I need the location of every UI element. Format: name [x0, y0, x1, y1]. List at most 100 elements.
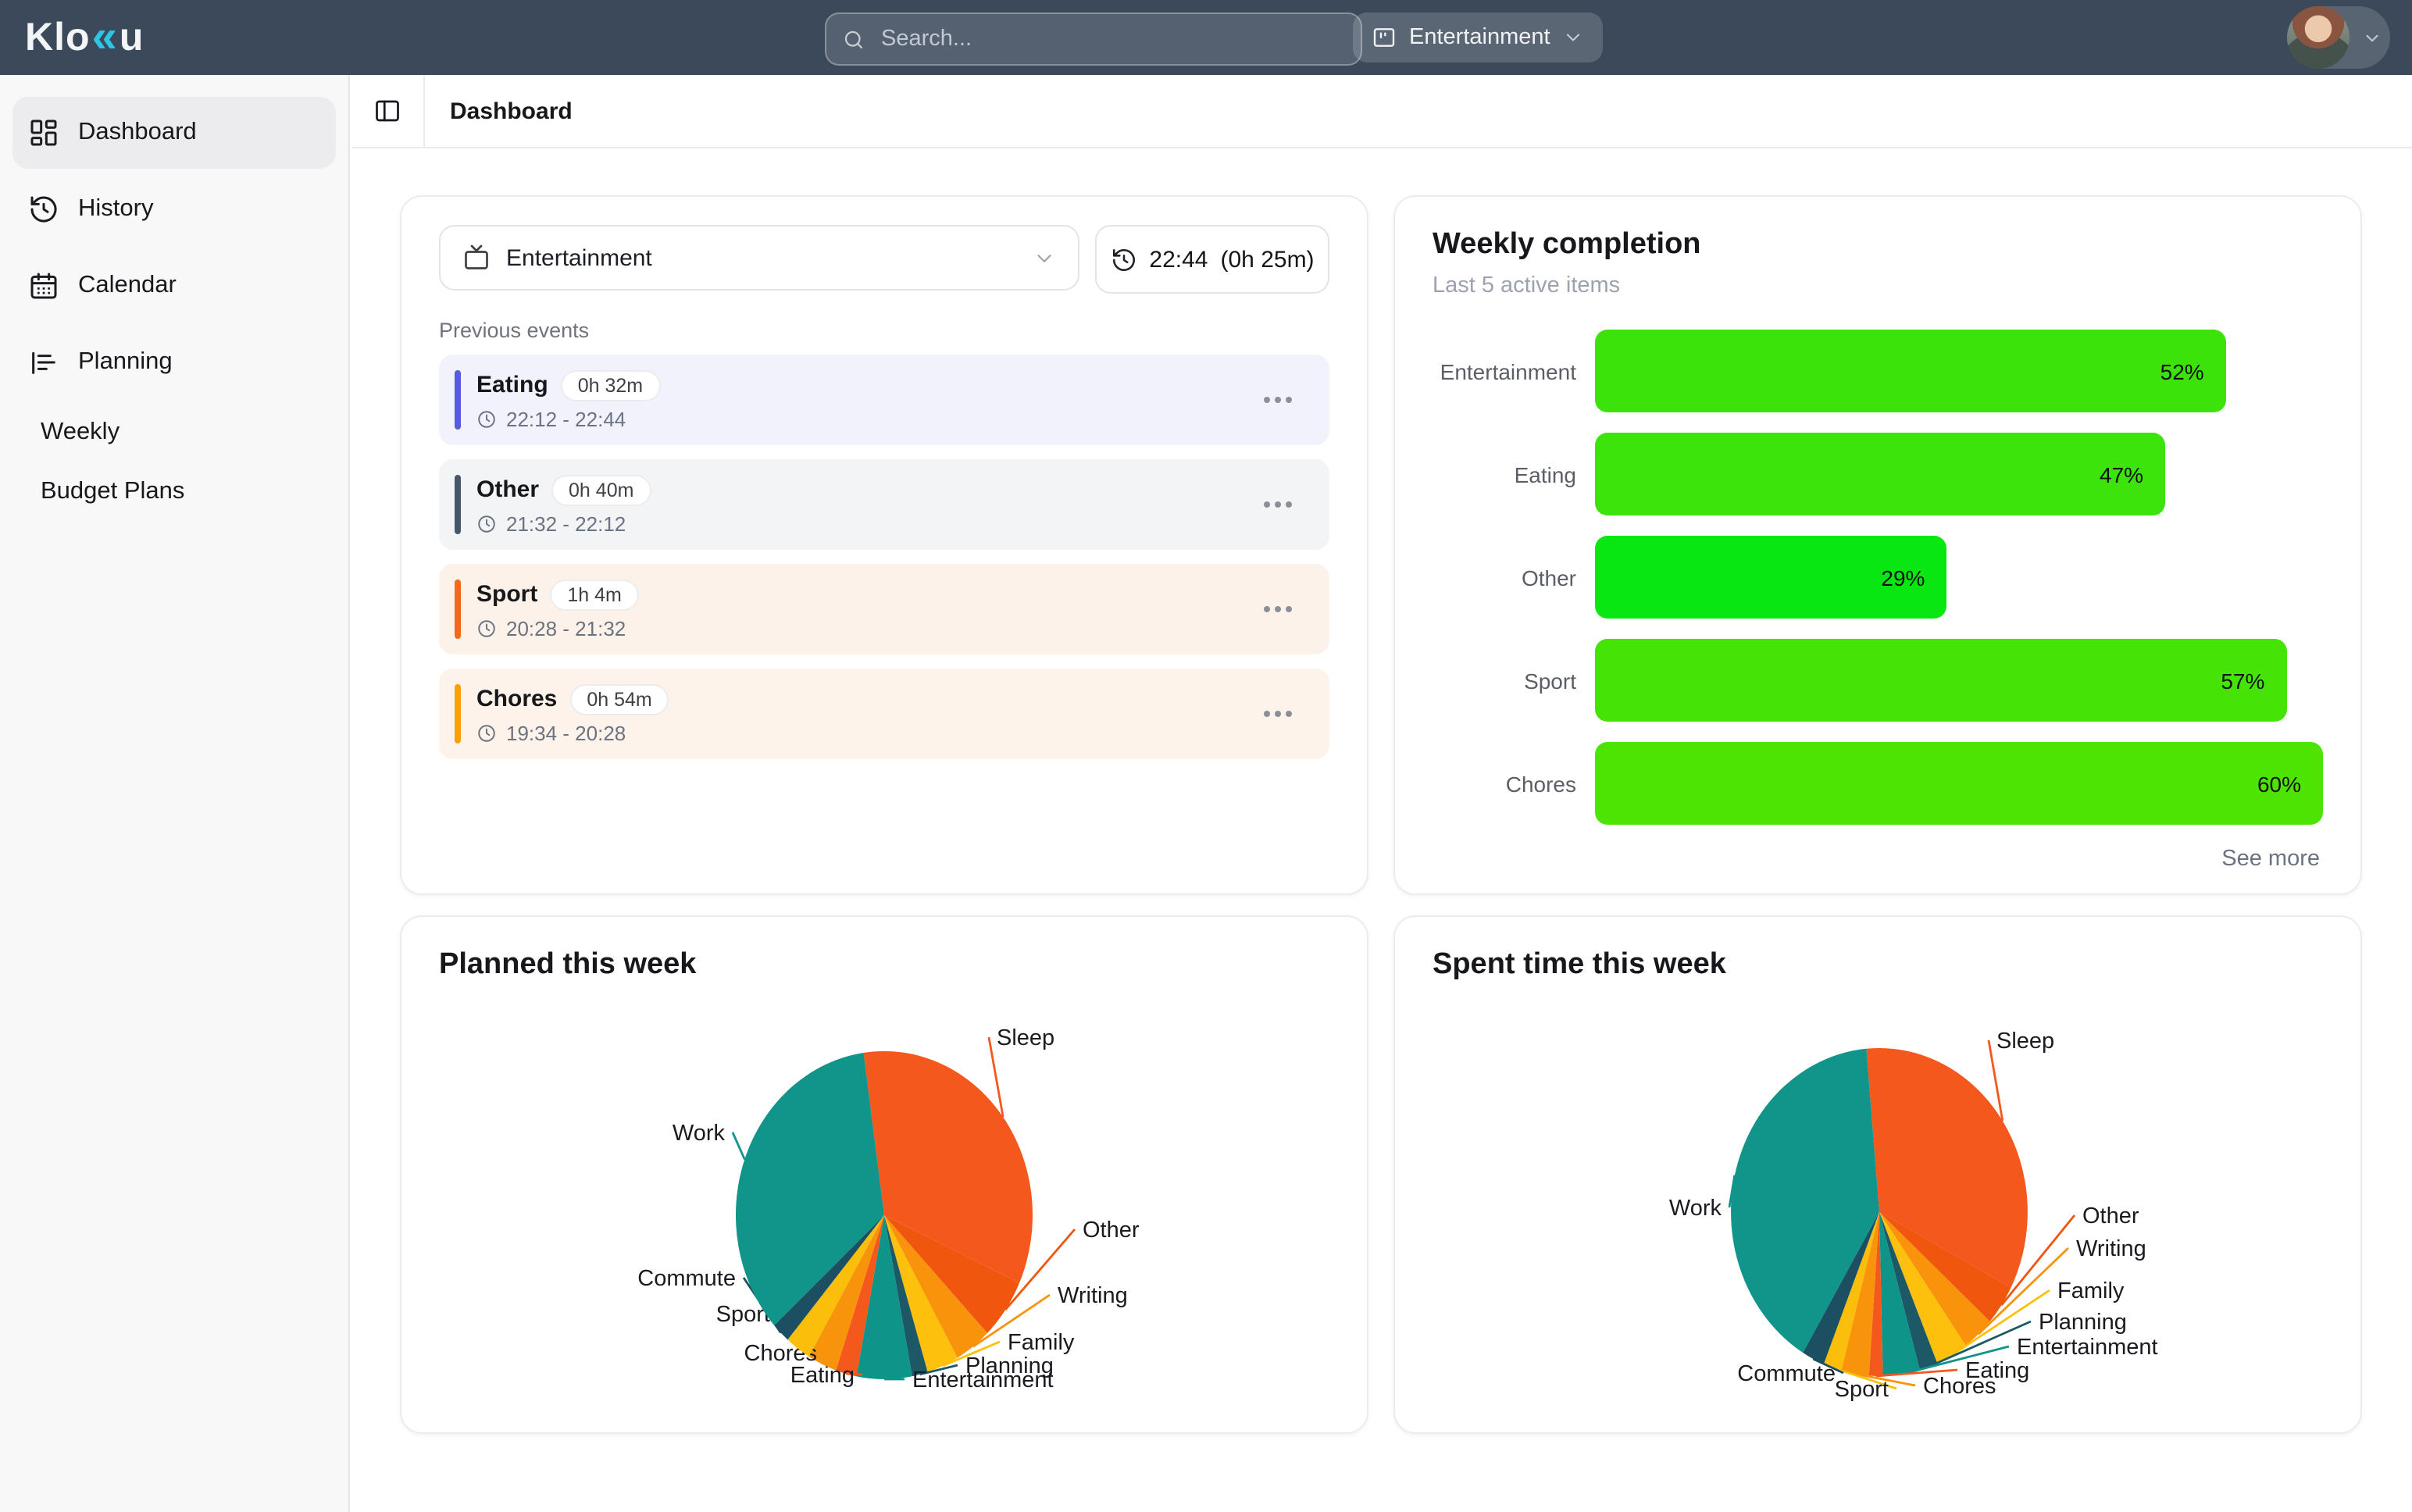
pie-slice-other[interactable] [1879, 1212, 2011, 1321]
bar-value-label: 29% [1881, 565, 1925, 590]
event-menu-button[interactable] [1258, 704, 1298, 723]
event-duration-badge: 0h 40m [551, 474, 651, 505]
event-time-range: 19:34 - 20:28 [506, 721, 626, 744]
pie-slice-other[interactable] [884, 1215, 1019, 1333]
sidebar-item-dashboard[interactable]: Dashboard [12, 97, 336, 169]
search-icon [842, 27, 865, 51]
app-logo[interactable]: Klo «u [25, 0, 144, 75]
search-box[interactable] [825, 12, 1362, 66]
pie-slice-commute[interactable] [1803, 1212, 1879, 1364]
event-title: Eating [476, 372, 548, 398]
pie-label-line [2000, 1214, 2076, 1307]
sidebar-item-weekly[interactable]: Weekly [12, 403, 336, 462]
user-menu[interactable] [2287, 6, 2390, 69]
pie-label-line [1004, 1228, 1076, 1311]
planned-title: Planned this week [439, 948, 697, 981]
main-header: Dashboard [351, 75, 2412, 148]
weekly-subtitle: Last 5 active items [1433, 273, 1621, 298]
event-menu-button[interactable] [1258, 495, 1298, 514]
sidebar-item-planning[interactable]: Planning [12, 326, 336, 398]
completion-bar-row: Chores 60% [1433, 742, 2323, 825]
event-title: Sport [476, 581, 538, 608]
event-accent-bar [455, 370, 461, 430]
sidebar: Dashboard History Calendar Planning Week… [0, 75, 350, 1512]
pie-slice-writing[interactable] [1879, 1212, 1990, 1346]
see-more-link[interactable]: See more [2221, 847, 2320, 872]
event-menu-button[interactable] [1258, 600, 1298, 619]
pie-slice-sport[interactable] [1823, 1212, 1879, 1371]
clock-icon [476, 618, 497, 638]
bar-value-label: 60% [2257, 771, 2301, 796]
pie-slice-chores[interactable] [808, 1215, 884, 1371]
pie-slice-sleep[interactable] [1866, 1048, 2028, 1288]
event-row[interactable]: Chores 0h 54m 19:34 - 20:28 [439, 669, 1329, 759]
pie-slice-eating[interactable] [1868, 1212, 1883, 1377]
clock-icon [476, 722, 497, 743]
category-filter-button[interactable]: Entertainment [1353, 12, 1604, 62]
bar-fill: 47% [1595, 433, 2166, 515]
event-duration-badge: 0h 54m [569, 683, 669, 715]
logo-text-prefix: Klo [25, 15, 91, 59]
event-menu-button[interactable] [1258, 390, 1298, 409]
pie-label-line [1875, 1368, 1958, 1378]
event-row[interactable]: Other 0h 40m 21:32 - 22:12 [439, 459, 1329, 550]
pie-slice-sport[interactable] [787, 1215, 884, 1357]
sidebar-item-history[interactable]: History [12, 173, 336, 245]
bar-value-label: 47% [2100, 462, 2144, 487]
clock-icon [476, 513, 497, 533]
pie-slice-work[interactable] [1731, 1048, 1879, 1353]
weekly-title: Weekly completion [1433, 228, 1701, 261]
pie-slice-work[interactable] [735, 1053, 884, 1325]
pie-slice-planning[interactable] [1879, 1212, 1938, 1370]
pie-slice-label: Work [1669, 1196, 1722, 1221]
pie-slice-entertainment[interactable] [856, 1215, 912, 1380]
pie-slice-eating[interactable] [836, 1215, 884, 1377]
tv-icon [462, 244, 491, 272]
pie-slice-sleep[interactable] [863, 1050, 1033, 1283]
sidebar-toggle-button[interactable] [351, 75, 425, 147]
sidebar-item-budget-plans[interactable]: Budget Plans [12, 462, 336, 522]
pie-slice-label: Sleep [1996, 1029, 2054, 1054]
sidebar-item-label: History [78, 195, 154, 222]
pie-slice-label: Eating [1965, 1358, 2029, 1383]
bar-value-label: 52% [2160, 358, 2204, 383]
panel-left-icon [373, 97, 401, 125]
pie-label-line [1987, 1040, 2004, 1122]
pie-label-line [972, 1293, 1051, 1348]
sidebar-subitem-label: Weekly [41, 419, 120, 445]
completion-bar-row: Other 29% [1433, 536, 2323, 619]
pie-slice-label: Commute [1737, 1361, 1836, 1386]
category-select[interactable]: Entertainment [439, 225, 1079, 291]
planned-week-card: Planned this week Sleep Other Writing Famil… [400, 915, 1368, 1434]
pie-slice-label: Family [2057, 1278, 2125, 1303]
search-input[interactable] [878, 25, 1275, 53]
pie-slice-label: Planning [965, 1353, 1054, 1378]
completion-bar-row: Eating 47% [1433, 433, 2323, 515]
pie-slice-chores[interactable] [1841, 1212, 1879, 1376]
pie-slice-entertainment[interactable] [1879, 1212, 1920, 1376]
avatar[interactable] [2287, 6, 2350, 69]
pie-label-line [1951, 1289, 2050, 1357]
planned-pie-chart: Sleep Other Writing FamilyPlanningEntertain… [637, 1025, 1140, 1393]
pie-slice-commute[interactable] [774, 1215, 884, 1340]
event-row[interactable]: Sport 1h 4m 20:28 - 21:32 [439, 564, 1329, 654]
bar-category-label: Other [1521, 565, 1576, 590]
pie-slice-planning[interactable] [884, 1215, 928, 1377]
pie-slice-family[interactable] [1879, 1212, 1966, 1364]
bar-fill: 29% [1595, 536, 1947, 619]
pie-label-line [919, 1364, 958, 1376]
pie-label-line [1854, 1372, 1916, 1387]
sidebar-item-calendar[interactable]: Calendar [12, 250, 336, 322]
chevron-down-icon [1563, 27, 1585, 48]
pie-label-line [1977, 1246, 2069, 1335]
pie-label-line [1812, 1357, 1844, 1375]
bar-fill: 57% [1595, 639, 2287, 722]
timer-chip[interactable]: 22:44 (0h 25m) [1095, 225, 1329, 294]
timer-history-icon [1110, 246, 1136, 273]
event-row[interactable]: Eating 0h 32m 22:12 - 22:44 [439, 355, 1329, 445]
pie-slice-family[interactable] [884, 1215, 958, 1372]
pie-slice-writing[interactable] [884, 1215, 987, 1358]
event-duration-badge: 0h 32m [560, 369, 661, 401]
spent-title: Spent time this week [1433, 948, 1726, 981]
